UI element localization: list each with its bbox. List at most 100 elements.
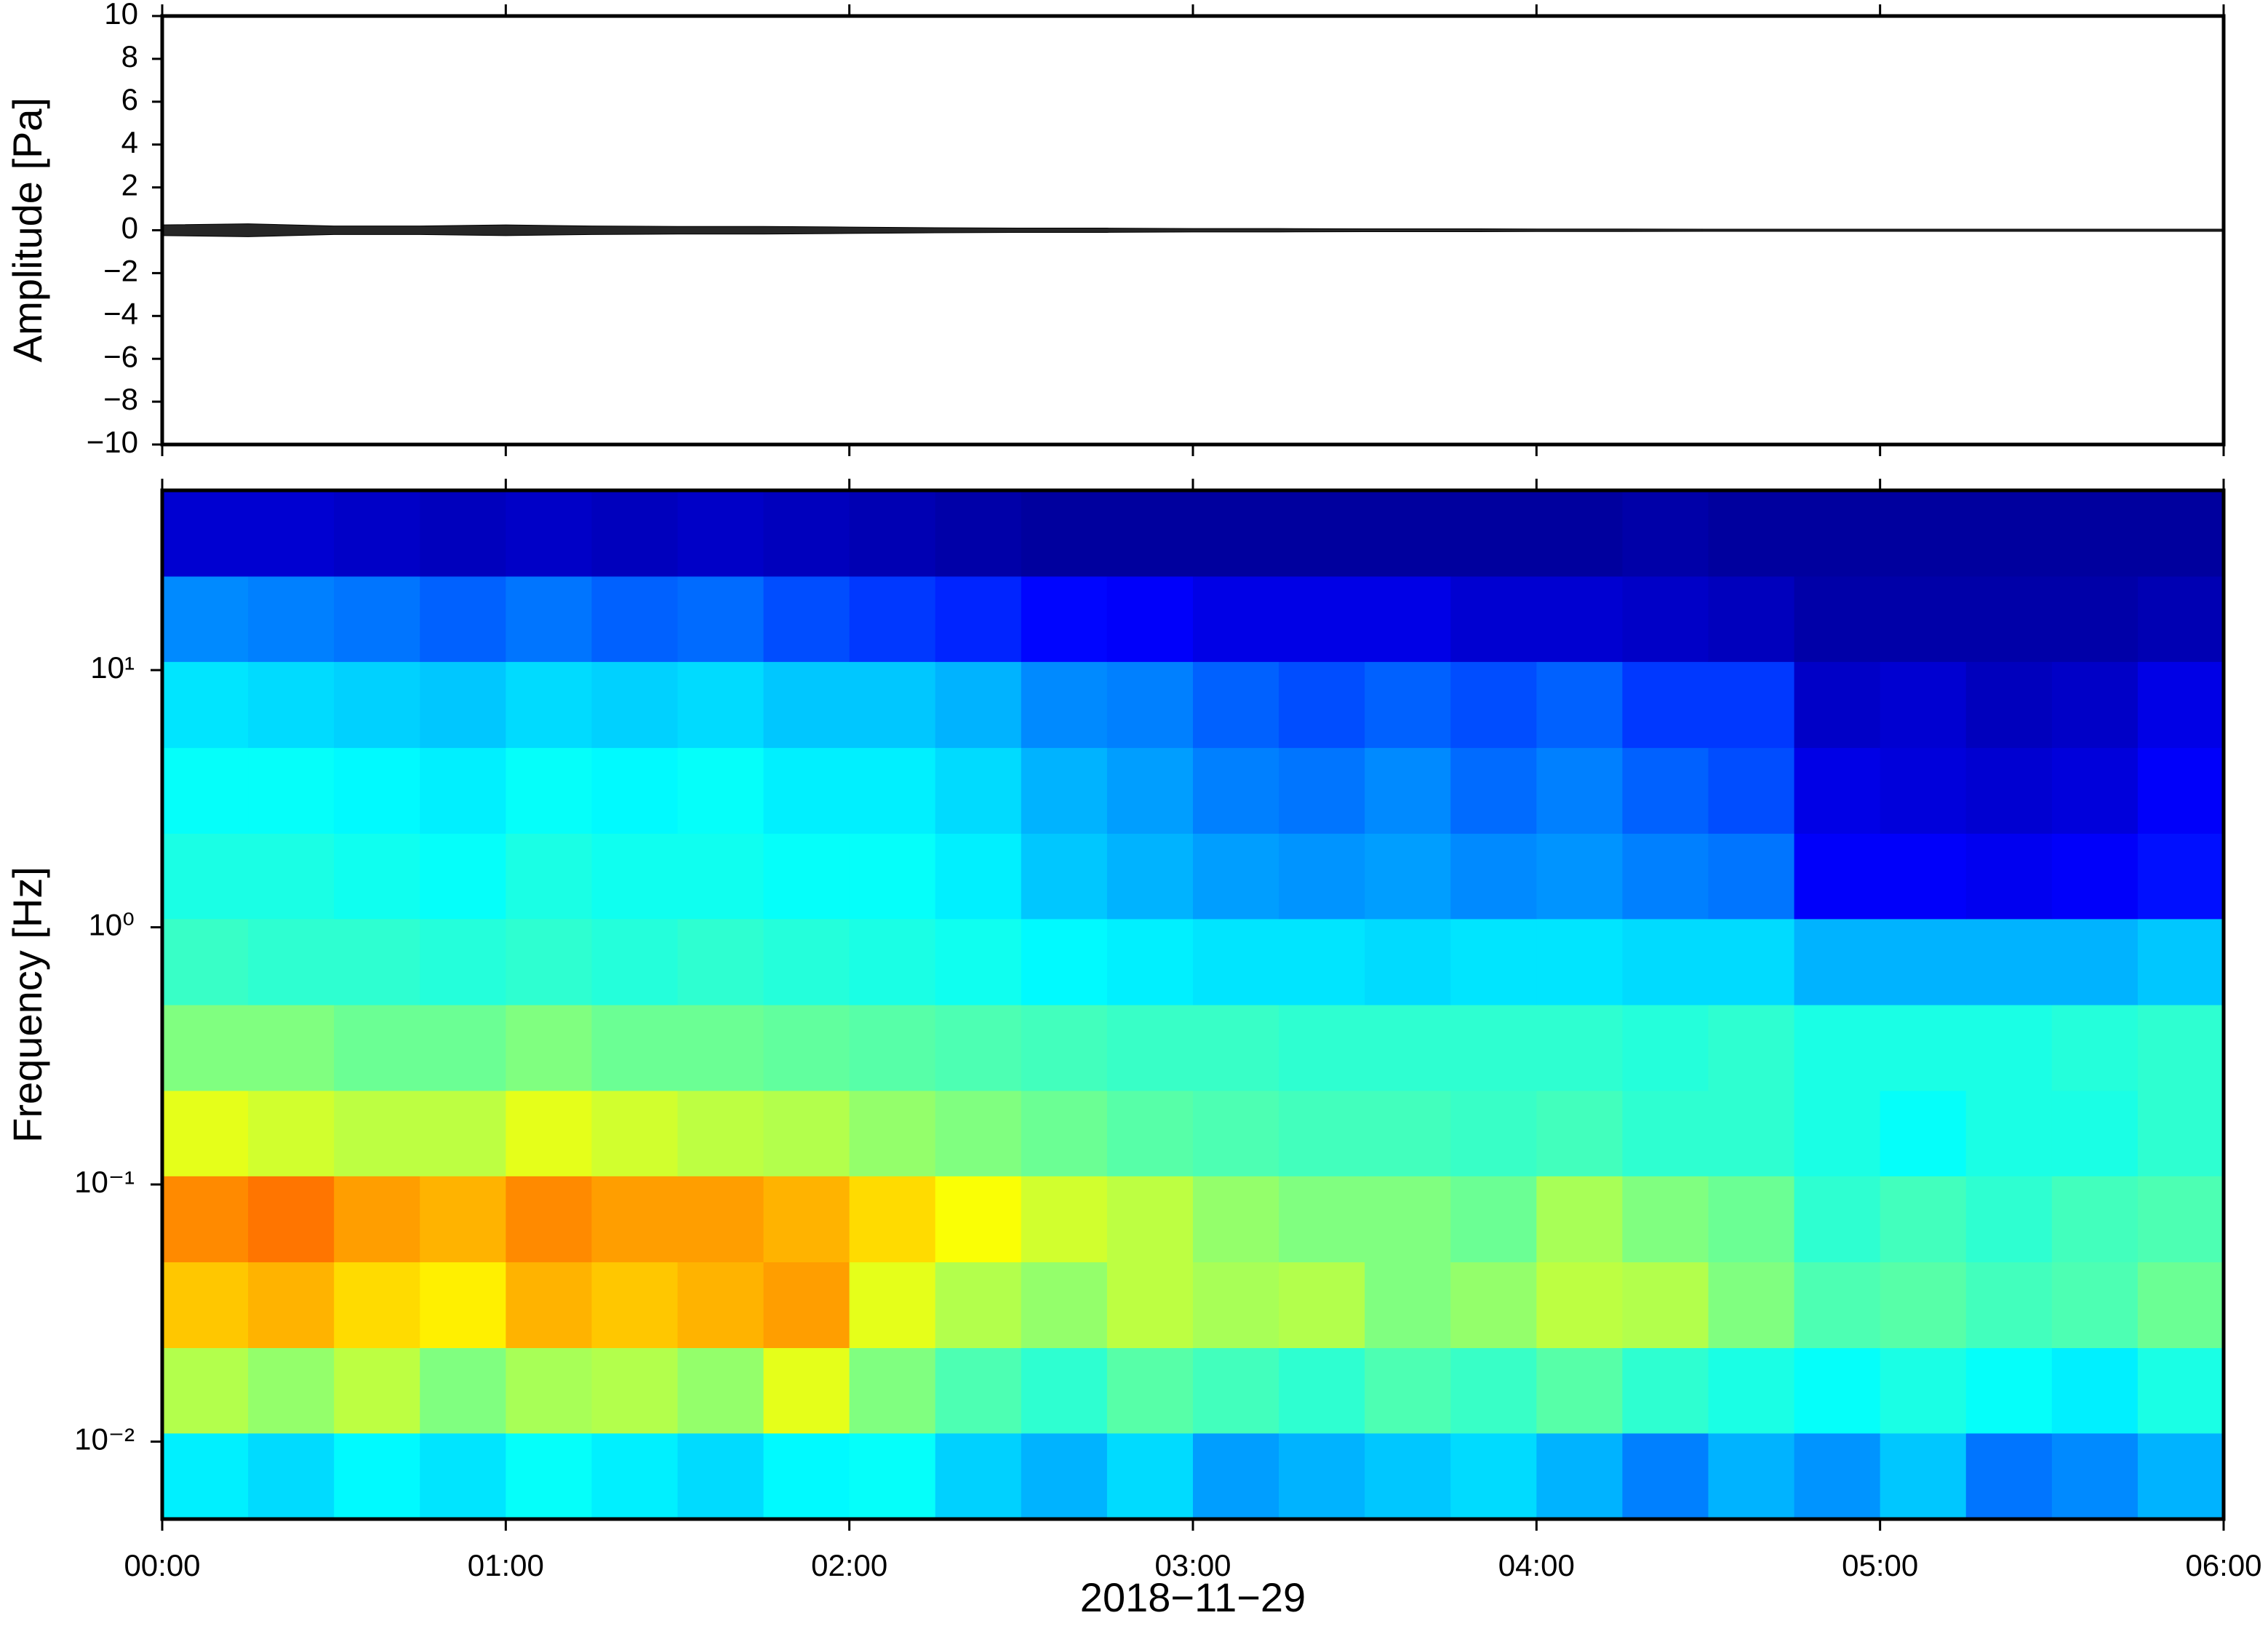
spectrogram-cell bbox=[1106, 918, 1194, 1005]
spectrogram-cell bbox=[1106, 1090, 1194, 1176]
spectrogram-cell bbox=[1193, 747, 1279, 834]
spectrogram-cell bbox=[506, 1090, 593, 1176]
spectrogram-cell bbox=[591, 1005, 679, 1091]
y-tick-label: 10 bbox=[104, 0, 138, 31]
spectrogram-cell bbox=[2137, 918, 2224, 1005]
spectrogram-cell bbox=[1880, 661, 1967, 749]
y-tick-label: −8 bbox=[103, 382, 138, 416]
spectrogram-cell bbox=[1880, 575, 1967, 662]
spectrogram-cell bbox=[1880, 1347, 1967, 1434]
spectrogram-cell bbox=[1193, 1262, 1279, 1348]
x-tick-label: 02:00 bbox=[811, 1548, 887, 1582]
spectrogram-cell bbox=[2137, 1005, 2224, 1091]
spectrogram-cell bbox=[1279, 490, 1365, 577]
spectrogram-cell bbox=[1450, 490, 1537, 577]
spectrogram-cell bbox=[677, 747, 764, 834]
spectrogram-cell bbox=[1708, 1176, 1795, 1263]
spectrogram-cell bbox=[1536, 1005, 1624, 1091]
spectrogram-cell bbox=[334, 1176, 420, 1263]
spectrogram-cell bbox=[2051, 1347, 2139, 1434]
spectrogram-cell bbox=[1450, 1432, 1537, 1520]
spectrogram-cell bbox=[420, 1347, 506, 1434]
spectrogram-cell bbox=[763, 833, 850, 920]
spectrogram-cell bbox=[2051, 1005, 2139, 1091]
spectrogram-cell bbox=[677, 1090, 764, 1176]
spectrogram-cell bbox=[2137, 1090, 2224, 1176]
spectrogram-cell bbox=[849, 747, 936, 834]
spectrogram-cell bbox=[1708, 1090, 1795, 1176]
spectrogram-cell bbox=[334, 1432, 420, 1520]
spectrogram-cell bbox=[1880, 747, 1967, 834]
spectrogram-cell bbox=[677, 1432, 764, 1520]
spectrogram-cell bbox=[1965, 490, 2053, 577]
spectrogram-cell bbox=[849, 575, 936, 662]
spectrogram-cell bbox=[1536, 1176, 1624, 1263]
spectrogram-cell bbox=[506, 490, 593, 577]
spectrogram-cell bbox=[1965, 1090, 2053, 1176]
spectrogram-cell bbox=[1536, 575, 1624, 662]
spectrogram-cell bbox=[1279, 747, 1365, 834]
spectrogram-cell bbox=[1106, 1262, 1194, 1348]
spectrogram-cell bbox=[1021, 661, 1108, 749]
spectrogram-cell bbox=[2137, 661, 2224, 749]
spectrogram-cell bbox=[420, 1262, 506, 1348]
spectrogram-cell bbox=[1622, 1176, 1709, 1263]
spectrogram-cell bbox=[1450, 1262, 1537, 1348]
spectrogram-cell bbox=[2051, 1432, 2139, 1520]
spectrogram-cell bbox=[1708, 747, 1795, 834]
spectrogram-cell bbox=[162, 747, 249, 834]
y-tick-label: −4 bbox=[103, 296, 138, 330]
y-tick-label: 10¹ bbox=[90, 650, 135, 685]
spectrogram-cell bbox=[935, 1347, 1022, 1434]
spectrogram-cell bbox=[2137, 1176, 2224, 1263]
spectrogram-cell bbox=[849, 490, 936, 577]
spectrogram-cell bbox=[420, 833, 506, 920]
spectrogram-cell bbox=[1021, 575, 1108, 662]
spectrogram-cell bbox=[591, 1176, 679, 1263]
spectrogram-cell bbox=[1794, 575, 1881, 662]
spectrogram-cell bbox=[763, 1176, 850, 1263]
spectrogram-cell bbox=[1965, 747, 2053, 834]
spectrogram-cell bbox=[1622, 747, 1709, 834]
spectrogram-cell bbox=[1365, 490, 1451, 577]
spectrogram-cell bbox=[849, 1432, 936, 1520]
x-tick-label: 04:00 bbox=[1498, 1548, 1575, 1582]
spectrogram-cell bbox=[763, 747, 850, 834]
spectrogram-cell bbox=[1106, 833, 1194, 920]
spectrogram-cell bbox=[1450, 575, 1537, 662]
spectrogram-cell bbox=[506, 661, 593, 749]
spectrogram-cell bbox=[591, 575, 679, 662]
spectrogram-cell bbox=[1536, 1432, 1624, 1520]
spectrogram-cell bbox=[1450, 918, 1537, 1005]
spectrogram-cell bbox=[334, 1005, 420, 1091]
spectrogram-cell bbox=[677, 1005, 764, 1091]
x-tick-label: 00:00 bbox=[124, 1548, 200, 1582]
spectrogram-cell bbox=[1365, 918, 1451, 1005]
spectrogram-cell bbox=[334, 661, 420, 749]
spectrogram-cell bbox=[1880, 918, 1967, 1005]
spectrogram-cell bbox=[2051, 575, 2139, 662]
spectrogram-cell bbox=[1880, 1090, 1967, 1176]
spectrogram-cell bbox=[1279, 1176, 1365, 1263]
spectrogram-cell bbox=[1193, 1347, 1279, 1434]
spectrogram-cell bbox=[1708, 833, 1795, 920]
spectrogram-cell bbox=[1965, 1347, 2053, 1434]
spectrogram-cell bbox=[162, 1347, 249, 1434]
spectrogram-cell bbox=[1880, 1005, 1967, 1091]
y-tick-label: 6 bbox=[121, 82, 138, 116]
spectrogram-cell bbox=[1880, 1262, 1967, 1348]
spectrogram-cell bbox=[334, 490, 420, 577]
spectrogram-cell bbox=[1021, 833, 1108, 920]
spectrogram-cell bbox=[763, 661, 850, 749]
spectrogram-cell bbox=[935, 1262, 1022, 1348]
spectrogram-cell bbox=[334, 918, 420, 1005]
spectrogram-cell bbox=[849, 661, 936, 749]
spectrogram-cell bbox=[2137, 1347, 2224, 1434]
spectrogram-cell bbox=[1106, 1005, 1194, 1091]
spectrogram-cell bbox=[935, 1432, 1022, 1520]
spectrogram-cell bbox=[1279, 1432, 1365, 1520]
spectrogram-cell bbox=[1106, 1176, 1194, 1263]
spectrogram-cell bbox=[1279, 575, 1365, 662]
spectrogram-cell bbox=[849, 1262, 936, 1348]
spectrogram-cell bbox=[1536, 833, 1624, 920]
